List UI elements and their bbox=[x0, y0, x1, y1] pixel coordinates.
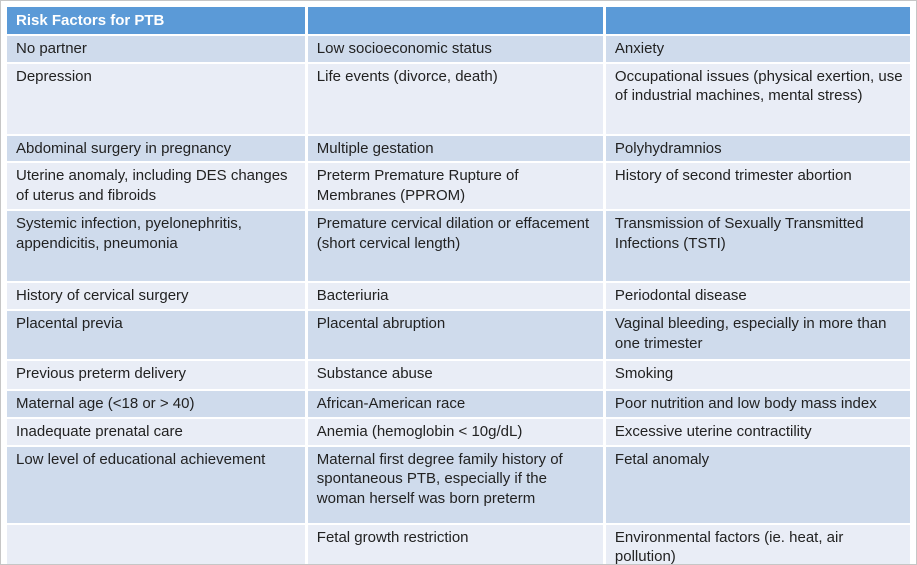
table-cell: Placental abruption bbox=[307, 310, 603, 359]
table-cell: Placental previa bbox=[7, 310, 305, 359]
table-row: Fetal growth restriction Environmental fa… bbox=[7, 524, 910, 564]
table-cell: Systemic infection, pyelonephritis, appe… bbox=[7, 210, 305, 281]
table-cell: Bacteriuria bbox=[307, 282, 603, 309]
table-row: Uterine anomaly, including DES changes o… bbox=[7, 163, 910, 209]
table-cell: Poor nutrition and low body mass index bbox=[605, 390, 910, 417]
table-cell: Occupational issues (physical exertion, … bbox=[605, 63, 910, 134]
table-cell: Uterine anomaly, including DES changes o… bbox=[7, 163, 305, 209]
table-cell: Fetal anomaly bbox=[605, 446, 910, 523]
table-cell: Environmental factors (ie. heat, air pol… bbox=[605, 524, 910, 564]
table-row: Maternal age (<18 or > 40) African-Americ… bbox=[7, 390, 910, 417]
table-cell: Low level of educational achievement bbox=[7, 446, 305, 523]
risk-factors-table: Risk Factors for PTB No partner Low socio… bbox=[4, 5, 913, 564]
table-cell: Inadequate prenatal care bbox=[7, 418, 305, 445]
table-cell: Smoking bbox=[605, 360, 910, 389]
table-cell: Anxiety bbox=[605, 35, 910, 62]
table-cell: Vaginal bleeding, especially in more tha… bbox=[605, 310, 910, 359]
table-cell: Depression bbox=[7, 63, 305, 134]
table-cell: History of second trimester abortion bbox=[605, 163, 910, 209]
table-row: Inadequate prenatal care Anemia (hemoglob… bbox=[7, 418, 910, 445]
table-cell: Low socioeconomic status bbox=[307, 35, 603, 62]
table-row: Systemic infection, pyelonephritis, appe… bbox=[7, 210, 910, 281]
table-row: Low level of educational achievement Mate… bbox=[7, 446, 910, 523]
table-cell: Previous preterm delivery bbox=[7, 360, 305, 389]
table-row: Placental previa Placental abruption Vagin… bbox=[7, 310, 910, 359]
table-row: No partner Low socioeconomic status Anxiet… bbox=[7, 35, 910, 62]
table-cell: Anemia (hemoglobin < 10g/dL) bbox=[307, 418, 603, 445]
table-header-cell-2 bbox=[307, 7, 603, 34]
table-cell bbox=[7, 524, 305, 564]
table-cell: Periodontal disease bbox=[605, 282, 910, 309]
table-cell: Polyhydramnios bbox=[605, 135, 910, 162]
table-row: History of cervical surgery Bacteriuria Pe… bbox=[7, 282, 910, 309]
table-row: Previous preterm delivery Substance abuse… bbox=[7, 360, 910, 389]
table-cell: Preterm Premature Rupture of Membranes (… bbox=[307, 163, 603, 209]
table-row: Depression Life events (divorce, death) Oc… bbox=[7, 63, 910, 134]
table-row: Abdominal surgery in pregnancy Multiple g… bbox=[7, 135, 910, 162]
table-cell: Life events (divorce, death) bbox=[307, 63, 603, 134]
table-cell: Fetal growth restriction bbox=[307, 524, 603, 564]
table-cell: Abdominal surgery in pregnancy bbox=[7, 135, 305, 162]
table-cell: Maternal age (<18 or > 40) bbox=[7, 390, 305, 417]
table-cell: Premature cervical dilation or effacemen… bbox=[307, 210, 603, 281]
table-body: No partner Low socioeconomic status Anxiet… bbox=[7, 35, 910, 564]
table-cell: African-American race bbox=[307, 390, 603, 417]
table-header-cell-3 bbox=[605, 7, 910, 34]
table-cell: Excessive uterine contractility bbox=[605, 418, 910, 445]
table-cell: No partner bbox=[7, 35, 305, 62]
table-title: Risk Factors for PTB bbox=[7, 7, 305, 34]
table-cell: Maternal first degree family history of … bbox=[307, 446, 603, 523]
table-cell: Transmission of Sexually Transmitted Inf… bbox=[605, 210, 910, 281]
table-cell: Substance abuse bbox=[307, 360, 603, 389]
table-header-row: Risk Factors for PTB bbox=[7, 7, 910, 34]
table-cell: Multiple gestation bbox=[307, 135, 603, 162]
table-cell: History of cervical surgery bbox=[7, 282, 305, 309]
